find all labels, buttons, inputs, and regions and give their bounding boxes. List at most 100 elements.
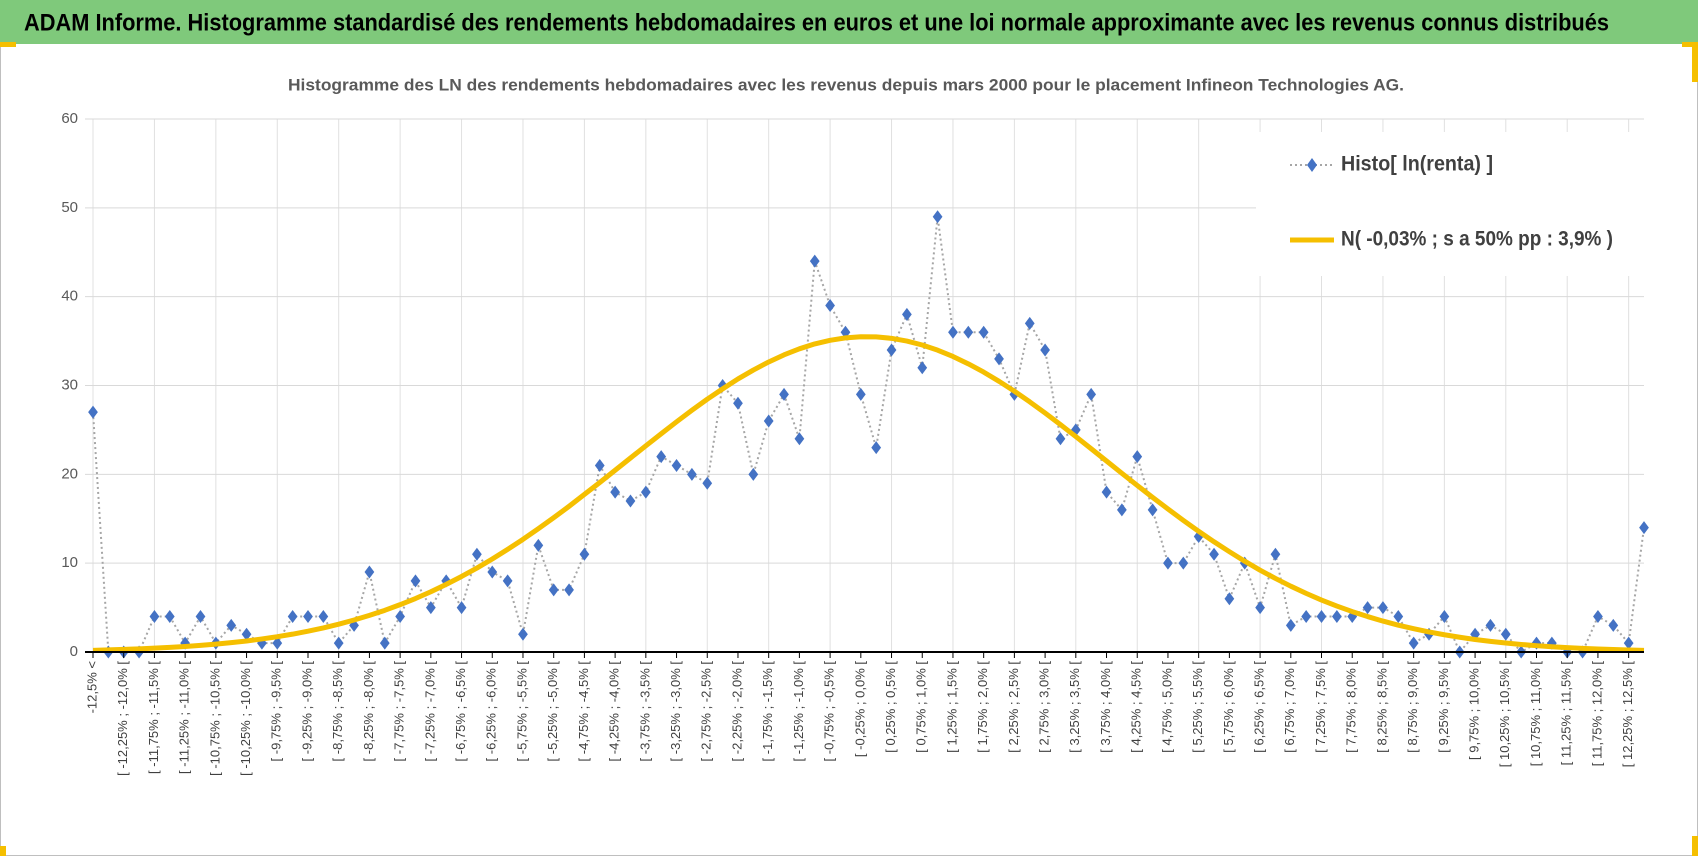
data-point (456, 601, 467, 615)
x-tick-label: [ -7,75% ; -7,5% [ (392, 661, 407, 762)
data-point (594, 458, 605, 472)
data-point (1316, 609, 1327, 623)
x-tick-label: [ 0,25% ; 0,5% [ (883, 661, 898, 753)
data-point (333, 636, 344, 650)
x-tick-label: [ 5,75% ; 6,0% [ (1221, 661, 1236, 753)
x-tick-label: [ 7,25% ; 7,5% [ (1313, 661, 1328, 753)
x-tick-label: [ 4,25% ; 4,5% [ (1129, 661, 1144, 753)
data-point (1362, 601, 1373, 615)
plot-area (88, 210, 1649, 659)
x-tick-label: [ 1,75% ; 2,0% [ (975, 661, 990, 753)
data-point (1608, 618, 1619, 632)
x-tick-label: [ 8,25% ; 8,5% [ (1374, 661, 1389, 753)
data-point (886, 343, 897, 357)
legend-marker (1307, 158, 1317, 172)
x-tick-label: [ 10,25% ; 10,5% [ (1497, 661, 1512, 768)
data-point (779, 387, 789, 401)
x-tick-label: [ -9,25% ; -9,0% [ (299, 661, 314, 762)
data-point (410, 574, 421, 588)
data-point (1393, 609, 1404, 623)
data-point (687, 467, 697, 481)
x-tick-label: [ -5,75% ; -5,5% [ (514, 661, 529, 762)
data-point (610, 485, 620, 499)
x-tick-label: [ -4,75% ; -4,5% [ (576, 661, 591, 762)
y-tick-label: 50 (61, 199, 78, 216)
data-point (1117, 503, 1127, 517)
x-tick-label: [ 5,25% ; 5,5% [ (1190, 661, 1205, 753)
data-point (1255, 601, 1265, 615)
data-point (1055, 432, 1066, 446)
data-point (1209, 547, 1219, 561)
data-point (1040, 343, 1050, 357)
x-tick-label: [ 2,25% ; 2,5% [ (1006, 661, 1021, 753)
x-tick-label: [ -5,25% ; -5,0% [ (545, 661, 560, 762)
corner (1692, 42, 1698, 82)
legend-label: N( -0,03% ; s a 50% pp : 3,9% ) (1341, 228, 1613, 251)
data-point (303, 609, 313, 623)
y-tick-label: 10 (61, 554, 78, 571)
data-point (533, 538, 544, 552)
grid (85, 118, 1644, 653)
data-point (1178, 556, 1189, 570)
x-tick-label: [ -4,25% ; -4,0% [ (607, 661, 622, 762)
x-tick-label: [ -11,25% ; -11,0% [ (177, 661, 192, 774)
data-point (579, 547, 590, 561)
data-point (1224, 592, 1235, 606)
x-tick-label: [ 2,75% ; 3,0% [ (1037, 661, 1052, 753)
x-tick-label: [ 3,75% ; 4,0% [ (1098, 661, 1113, 753)
data-point (518, 627, 528, 641)
data-point (917, 361, 928, 375)
data-point (502, 574, 513, 588)
x-tick-label: [ -7,25% ; -7,0% [ (422, 661, 437, 762)
data-point (88, 405, 98, 419)
page-title: ADAM Informe. Histogramme standardisé de… (24, 9, 1609, 36)
series-line (92, 216, 1645, 654)
x-tick-label: [ -0,75% ; -0,5% [ (822, 661, 837, 762)
data-point (763, 414, 774, 428)
data-point (932, 210, 943, 224)
data-point (1086, 387, 1097, 401)
data-point (1593, 609, 1603, 623)
data-point (640, 485, 651, 499)
x-tick-label: [ -12,25% ; -12,0% [ (115, 661, 130, 776)
corner (0, 42, 16, 47)
x-tick-label: [ 3,25% ; 3,5% [ (1067, 661, 1082, 753)
x-tick-label: [ -0,25% ; 0,0% [ (852, 661, 867, 757)
data-point (487, 565, 498, 579)
data-point (1500, 627, 1511, 641)
y-tick-label: 40 (61, 288, 78, 305)
data-point (855, 387, 866, 401)
data-point (794, 432, 805, 446)
x-tick-label: [ -2,75% ; -2,5% [ (699, 661, 714, 762)
x-tick-label: [ -6,75% ; -6,5% [ (453, 661, 468, 762)
data-point (287, 609, 298, 623)
x-tick-label: [ -10,25% ; -10,0% [ (238, 661, 253, 776)
x-tick-label: [ 7,75% ; 8,0% [ (1344, 661, 1359, 753)
legend-box (1256, 132, 1644, 276)
x-tick-label: [ 11,25% ; 11,5% [ (1559, 661, 1574, 766)
data-point (1163, 556, 1173, 570)
x-tick-label: [ 9,75% ; 10,0% [ (1467, 661, 1482, 760)
x-tick-label: [ -1,25% ; -1,0% [ (791, 661, 806, 762)
data-point (1639, 521, 1649, 535)
data-point (948, 325, 958, 339)
data-point (1132, 450, 1143, 464)
data-point (241, 627, 252, 641)
data-point (871, 441, 882, 455)
data-point (825, 299, 835, 313)
y-tick-label: 60 (61, 110, 78, 127)
data-point (1331, 609, 1342, 623)
data-point (1439, 609, 1450, 623)
data-point (1485, 618, 1496, 632)
data-point (1378, 601, 1388, 615)
data-point (902, 307, 912, 321)
data-point (1147, 503, 1158, 517)
x-tick-label: [ 6,75% ; 7,0% [ (1282, 661, 1297, 753)
x-tick-label: [ 12,25% ; 12,5% [ (1620, 661, 1635, 768)
y-tick-label: 30 (61, 376, 78, 393)
data-point (1101, 485, 1112, 499)
data-point (1024, 316, 1035, 330)
data-point (379, 636, 390, 650)
data-point (195, 609, 206, 623)
data-point (226, 618, 237, 632)
